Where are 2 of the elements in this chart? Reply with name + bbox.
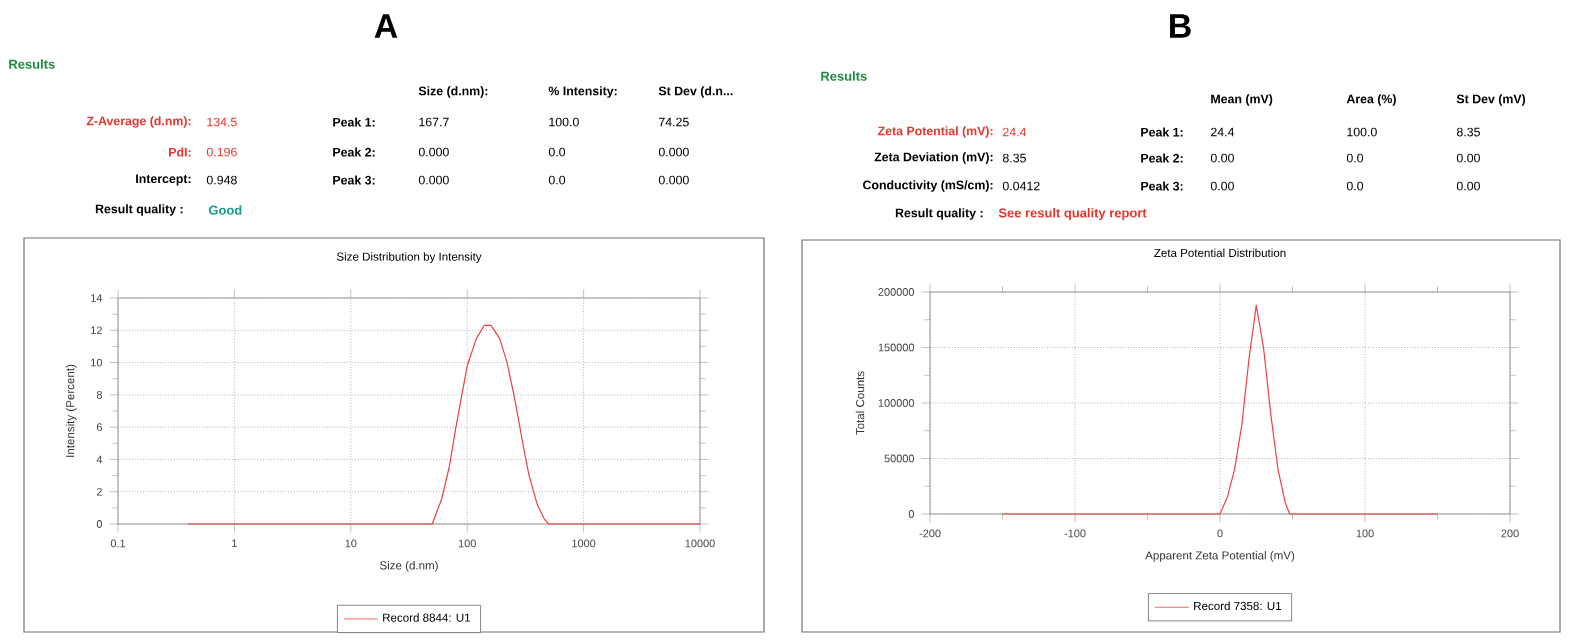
text: B (1170, 14, 1191, 38)
text: A (374, 14, 398, 38)
